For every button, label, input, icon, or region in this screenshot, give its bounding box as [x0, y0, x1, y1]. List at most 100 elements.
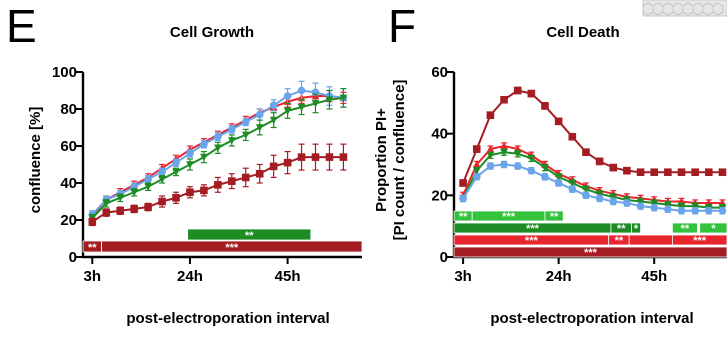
- x-axis-label-f: post-electroporation interval: [490, 310, 693, 327]
- data-point: [623, 199, 631, 207]
- axes-e: 0 20 40 60 80 100 3h 24h 45h: [52, 64, 362, 285]
- data-point: [472, 167, 481, 175]
- data-point: [144, 183, 152, 191]
- chart-title-f: Cell Death: [546, 24, 619, 41]
- significance-bar-segment: [672, 234, 727, 246]
- data-point: [116, 206, 124, 215]
- significance-label: **: [615, 235, 624, 247]
- data-point: [158, 168, 166, 176]
- data-point: [255, 169, 264, 178]
- data-point: [116, 194, 124, 203]
- significance-label: **: [459, 211, 468, 223]
- data-point: [459, 179, 467, 187]
- data-point: [486, 151, 495, 160]
- y-tick-label: 40: [431, 126, 448, 143]
- data-point: [500, 95, 508, 104]
- data-point: [269, 116, 278, 125]
- data-point: [677, 168, 686, 177]
- data-point: [130, 188, 138, 197]
- data-point: [582, 148, 590, 156]
- data-point: [255, 124, 264, 132]
- data-point: [609, 163, 618, 172]
- significance-bars-e: **** ***: [82, 228, 363, 254]
- significance-bars-f: ** *** ***** ** **** ******* ****: [453, 210, 727, 259]
- data-point: [228, 137, 236, 145]
- data-point: [609, 193, 618, 202]
- data-point: [255, 110, 264, 119]
- data-point: [691, 206, 699, 215]
- significance-label: ***: [693, 235, 707, 247]
- data-point: [513, 150, 522, 159]
- data-point: [241, 131, 250, 140]
- data-point: [691, 168, 699, 177]
- data-point: [554, 173, 563, 182]
- data-point: [158, 197, 166, 206]
- x-tick-label: 45h: [641, 268, 667, 285]
- significance-label: ***: [502, 211, 516, 223]
- panel-f: F Cell Death post-electroporation interv…: [373, 0, 727, 327]
- data-point: [541, 173, 549, 181]
- data-point: [500, 160, 508, 169]
- y-tick-label: 20: [60, 212, 77, 229]
- data-point: [311, 153, 320, 161]
- y-tick-label: 40: [60, 175, 77, 192]
- data-point: [144, 203, 152, 211]
- data-point: [541, 164, 549, 172]
- data-point: [582, 191, 590, 200]
- data-point: [554, 179, 563, 187]
- data-point: [241, 173, 250, 182]
- significance-bar-segment: [699, 222, 727, 234]
- panel-e: E Cell Growth post-electroporation inter…: [6, 0, 363, 327]
- y-tick-label: 60: [431, 64, 448, 81]
- data-point: [130, 205, 138, 213]
- significance-label: ***: [525, 235, 539, 247]
- data-point: [200, 186, 208, 195]
- data-point: [228, 125, 236, 134]
- significance-label: ***: [584, 247, 598, 259]
- y-tick-label: 100: [52, 64, 77, 81]
- data-point: [636, 168, 645, 177]
- data-point: [677, 206, 686, 215]
- data-point: [664, 205, 672, 214]
- series-f: [459, 86, 727, 215]
- significance-label: *: [634, 223, 639, 235]
- data-point: [172, 158, 180, 167]
- data-point: [214, 181, 222, 189]
- data-point: [691, 202, 699, 211]
- data-point: [500, 141, 508, 150]
- data-point: [297, 103, 306, 112]
- data-point: [297, 86, 306, 95]
- significance-label: ***: [526, 223, 540, 235]
- data-point: [513, 162, 522, 170]
- significance-label: **: [245, 230, 254, 242]
- data-point: [172, 168, 180, 177]
- data-point: [200, 153, 208, 162]
- significance-label: **: [550, 211, 559, 223]
- data-point: [186, 188, 194, 197]
- data-point: [172, 194, 180, 202]
- x-tick-label: 24h: [177, 268, 203, 285]
- data-point: [88, 218, 97, 226]
- significance-label: **: [681, 223, 690, 235]
- y-axis-label-e: confluence [%]: [27, 107, 44, 214]
- data-point: [214, 132, 222, 141]
- data-point: [595, 157, 604, 166]
- significance-label: *: [711, 223, 716, 235]
- data-point: [102, 200, 111, 208]
- data-point: [325, 96, 334, 105]
- significance-bar-segment: [453, 246, 727, 258]
- significance-bar-segment: [101, 240, 363, 253]
- significance-bar-segment: [631, 222, 641, 234]
- data-point: [650, 203, 658, 212]
- chart-title-e: Cell Growth: [170, 24, 254, 41]
- data-point: [609, 197, 618, 206]
- x-tick-label: 24h: [546, 268, 572, 285]
- data-point: [527, 155, 536, 163]
- panel-letter-e: E: [6, 0, 37, 52]
- significance-bar-segment: [544, 210, 564, 222]
- data-point: [595, 190, 604, 199]
- series-line: [462, 151, 723, 209]
- x-tick-label: 3h: [84, 268, 102, 285]
- significance-bar-segment: [672, 222, 698, 234]
- data-point: [513, 86, 522, 95]
